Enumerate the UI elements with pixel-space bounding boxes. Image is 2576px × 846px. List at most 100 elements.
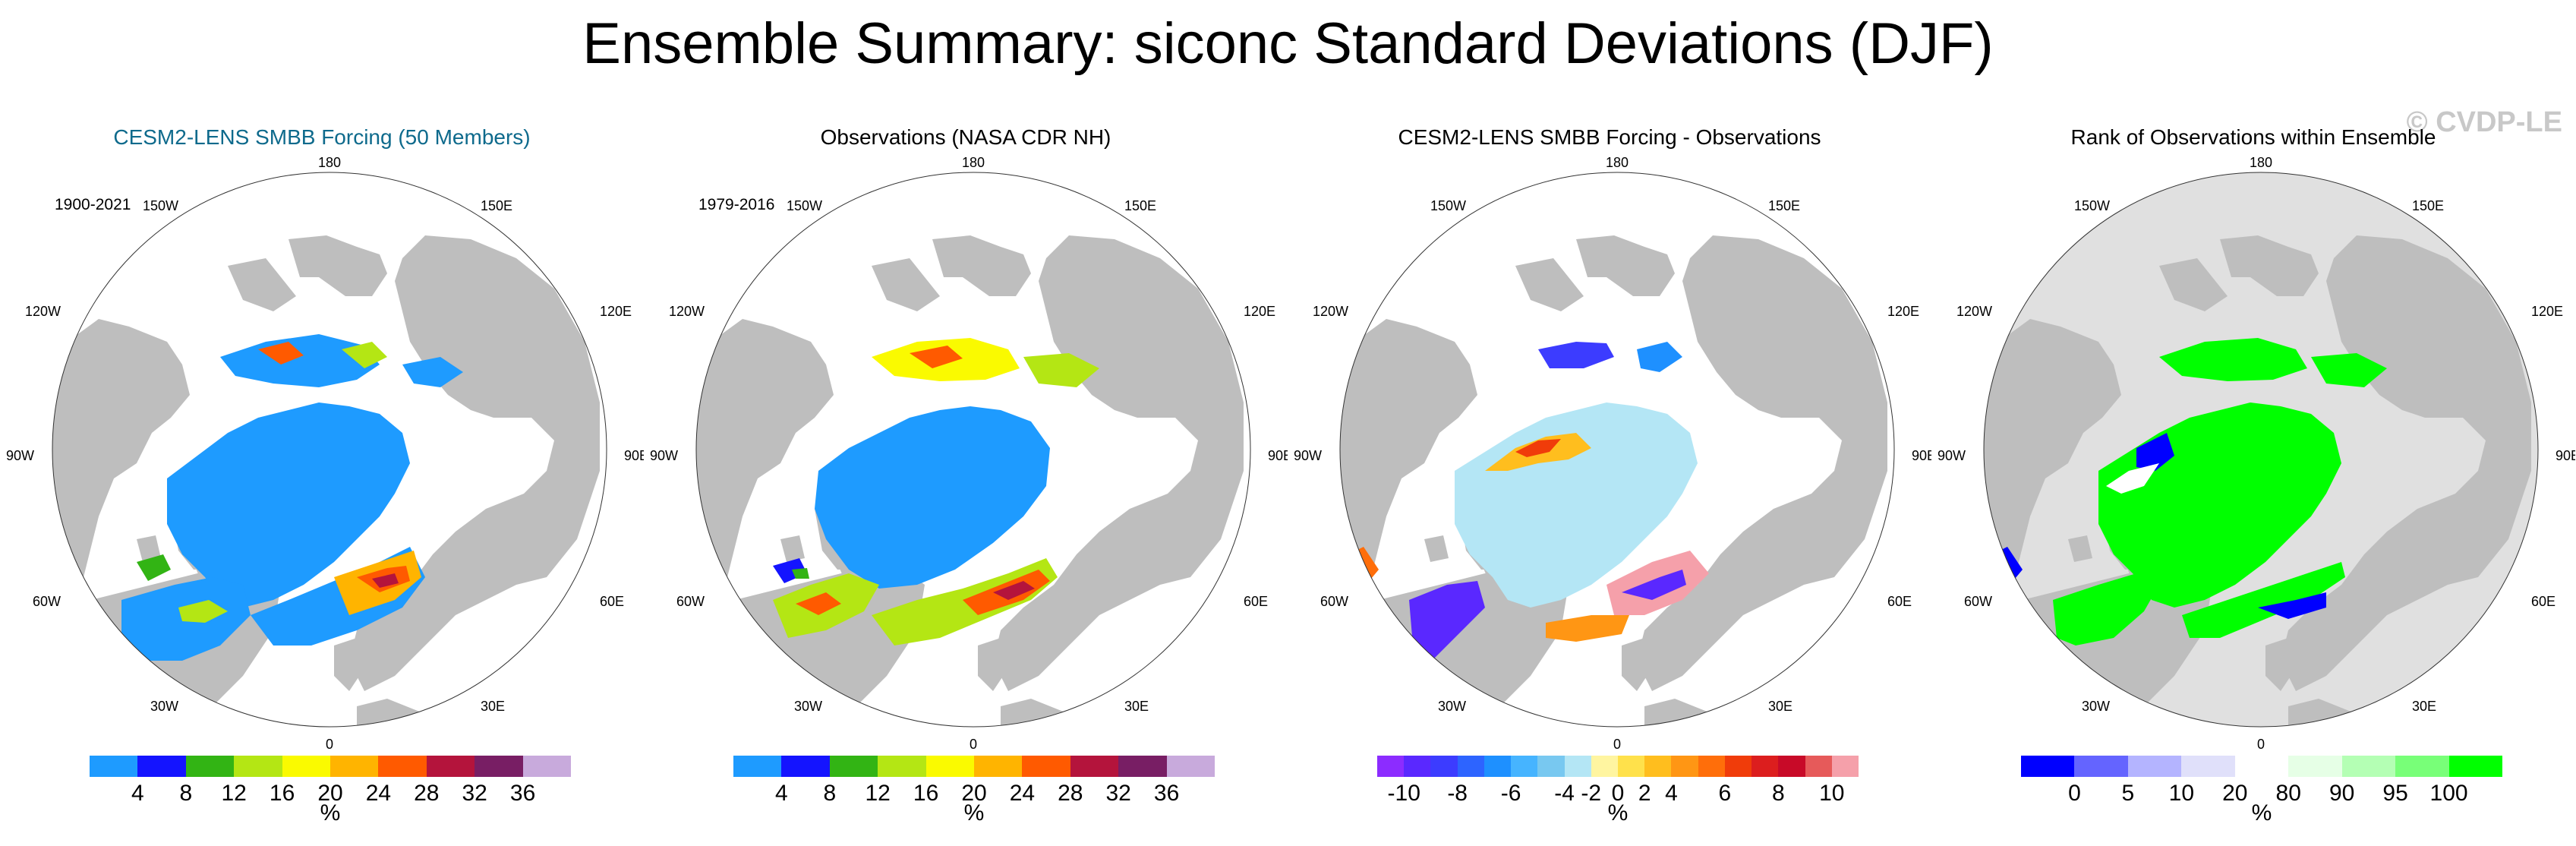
longitude-label: 150W: [787, 198, 822, 213]
sea-ice-field: [1637, 342, 1682, 372]
colorbar-tick-label: 32: [462, 781, 487, 806]
sea-ice-field: [137, 554, 171, 581]
longitude-label: 0: [2257, 737, 2265, 752]
sea-ice-field: [1409, 581, 1485, 661]
longitude-label: 90E: [1268, 448, 1288, 463]
colorbar-swatch: [1537, 756, 1565, 777]
land-mass: [1637, 235, 1887, 691]
colorbar-swatch: [2074, 756, 2128, 777]
longitude-label: 120W: [25, 304, 61, 319]
colorbar-swatch: [878, 756, 926, 777]
land-mass: [1622, 638, 1652, 691]
longitude-label: 150W: [1430, 198, 1466, 213]
colorbar-tick-label: 20: [2222, 781, 2248, 806]
sea-ice-field: [2053, 573, 2159, 646]
colorbar-tick-label: 20: [961, 781, 987, 806]
longitude-label: 60W: [33, 594, 61, 609]
panel-title: CESM2-LENS SMBB Forcing (50 Members): [113, 125, 531, 149]
map-panel-model: 180 150W 150E 120W 120E 90W 90E 60W 60E 30W 30E 0 C…: [0, 114, 644, 846]
colorbar-swatch: [1430, 756, 1458, 777]
longitude-label: 30W: [150, 699, 178, 714]
sea-ice-field: [796, 592, 841, 615]
land-mass: [1340, 319, 1477, 585]
land-mass: [993, 235, 1244, 691]
sea-ice-field: [1023, 353, 1099, 387]
longitude-label: 30E: [1124, 699, 1149, 714]
colorbar-swatch: [2234, 756, 2289, 777]
longitude-label: 180: [2250, 155, 2272, 170]
colorbar-unit: %: [2251, 800, 2272, 825]
land-mass: [349, 235, 600, 691]
sea-ice-field: [178, 600, 228, 623]
colorbar-tick-label: 20: [317, 781, 343, 806]
colorbar-unit: %: [1607, 800, 1629, 825]
longitude-label: 120E: [2531, 304, 2563, 319]
colorbar-swatch: [1377, 756, 1405, 777]
colorbar-tick-label: 0: [1611, 781, 1625, 806]
map-boundary: [695, 172, 1251, 728]
colorbar-swatch: [1671, 756, 1698, 777]
longitude-label: 60E: [1887, 594, 1912, 609]
colorbar-swatch: [330, 756, 379, 777]
colorbar-swatch: [1457, 756, 1484, 777]
sea-ice-field: [2311, 353, 2387, 387]
colorbar-swatch: [378, 756, 427, 777]
colorbar-swatch: [282, 756, 331, 777]
longitude-label: 90W: [6, 448, 34, 463]
colorbar-tick-label: -6: [1500, 781, 1521, 806]
colorbar-swatch: [1118, 756, 1167, 777]
land-mass: [696, 319, 834, 585]
longitude-label: 60W: [676, 594, 705, 609]
colorbar-tick-label: 24: [1009, 781, 1036, 806]
longitude-label: 120E: [1887, 304, 1919, 319]
colorbar-swatch: [1778, 756, 1805, 777]
colorbar-tick-label: 8: [823, 781, 837, 806]
sea-ice-field: [1515, 439, 1561, 457]
longitude-label: 180: [1606, 155, 1629, 170]
colorbar-swatch: [2181, 756, 2235, 777]
colorbar-swatch: [1070, 756, 1119, 777]
colorbar-tick-label: 12: [221, 781, 247, 806]
land-mass: [780, 535, 805, 562]
colorbar-swatch: [925, 756, 975, 777]
colorbar-tick-label: -4: [1554, 781, 1575, 806]
land-mass: [978, 638, 1008, 691]
colorbar-tick-label: 2: [1638, 781, 1651, 806]
map-boundary: [1983, 172, 2539, 728]
colorbar-swatch: [1166, 756, 1215, 777]
sea-ice-field: [2258, 592, 2326, 619]
land-mass: [228, 258, 296, 311]
land-mass: [2159, 258, 2228, 311]
longitude-label: 60W: [1964, 594, 1992, 609]
sea-ice-field: [815, 406, 1050, 589]
colorbar-swatch: [1022, 756, 1070, 777]
land-mass: [1515, 258, 1584, 311]
colorbar-swatch: [137, 756, 186, 777]
colorbar-swatch: [426, 756, 475, 777]
colorbar: [90, 756, 572, 777]
longitude-label: 90E: [1912, 448, 1931, 463]
map-panel-difference: 180 150W 150E 120W 120E 90W 90E 60W 60E 30W 30E 0 C…: [1288, 114, 1931, 846]
longitude-label: 120W: [1313, 304, 1348, 319]
longitude-label: 150E: [1768, 198, 1800, 213]
land-mass: [2068, 535, 2092, 562]
longitude-label: 90W: [1294, 448, 1322, 463]
land-mass: [872, 258, 940, 311]
colorbar-swatch: [2021, 756, 2075, 777]
sea-ice-field: [2182, 562, 2345, 638]
colorbar-swatch: [475, 756, 523, 777]
colorbar-tick-label: 36: [1153, 781, 1180, 806]
land-mass: [52, 319, 190, 585]
longitude-label: 0: [326, 737, 333, 752]
land-mass: [1424, 535, 1449, 562]
colorbar-swatch: [1805, 756, 1832, 777]
colorbar-tick-label: 32: [1105, 781, 1131, 806]
longitude-label: 150W: [143, 198, 178, 213]
colorbar-tick-label: -8: [1447, 781, 1468, 806]
polar-map: 180 150W 150E 120W 120E 90W 90E 60W 60E 30W 30E 0: [650, 155, 1288, 752]
colorbar-tick-label: 100: [2429, 781, 2468, 806]
colorbar-swatch: [1591, 756, 1618, 777]
land-mass: [2281, 235, 2531, 691]
colorbar-tick-label: 16: [913, 781, 939, 806]
sea-ice-field: [993, 581, 1035, 600]
